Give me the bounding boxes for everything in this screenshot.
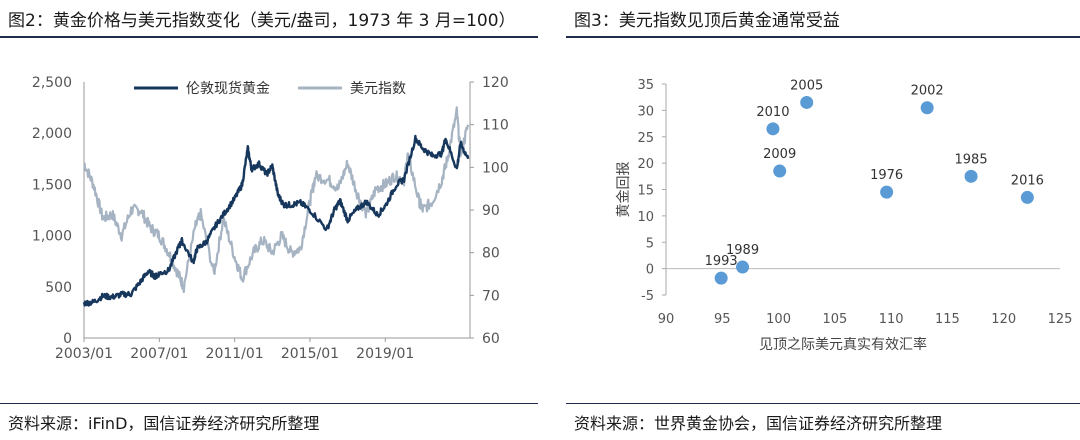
y-tick-label: 0 — [646, 263, 654, 278]
x-tick-label: 90 — [658, 312, 675, 327]
right-y-tick-label: 70 — [482, 288, 500, 304]
y-axis-title: 黄金回报 — [615, 162, 632, 218]
right-y-tick-label: 80 — [482, 246, 500, 262]
legend-label-usd: 美元指数 — [350, 81, 406, 97]
scatter-point — [920, 101, 934, 115]
x-tick-label: 120 — [991, 312, 1016, 327]
scatter-point — [800, 95, 814, 109]
x-tick-label: 2011/01 — [206, 346, 264, 362]
left-y-tick-label: 0 — [63, 331, 72, 347]
point-label: 1989 — [726, 243, 759, 258]
x-tick-label: 125 — [1048, 312, 1073, 327]
right-y-tick-label: 100 — [482, 160, 509, 176]
series-line-gold — [82, 134, 470, 307]
left-y-tick-label: 2,000 — [32, 126, 72, 142]
x-tick-label: 2007/01 — [130, 346, 188, 362]
right-y-tick-label: 90 — [482, 203, 500, 219]
y-tick-label: 5 — [646, 236, 654, 251]
scatter-point — [1020, 190, 1034, 204]
figure-source: 资料来源：iFinD，国信证券经济研究所整理 — [8, 414, 320, 433]
point-label: 1976 — [870, 168, 903, 183]
left-y-tick-label: 1,000 — [32, 229, 72, 245]
y-tick-label: 25 — [637, 131, 654, 146]
usd-peak-panel: 图3：美元指数见顶后黄金通常受益 -5 0 5 10 15 20 25 30 35 90 95 100… — [566, 0, 1080, 440]
y-tick-label: 20 — [637, 157, 654, 172]
y-tick-label: 35 — [637, 78, 654, 93]
source-rule — [566, 403, 1080, 404]
right-y-tick-label: 120 — [482, 75, 509, 91]
point-label: 2009 — [763, 147, 796, 162]
figure-source: 资料来源：世界黄金协会，国信证券经济研究所整理 — [574, 414, 943, 433]
scatter-point — [714, 271, 728, 285]
x-tick-label: 110 — [879, 312, 904, 327]
right-y-tick-label: 110 — [482, 118, 509, 134]
point-label: 2002 — [911, 84, 944, 99]
figure-title: 图3：美元指数见顶后黄金通常受益 — [574, 11, 840, 31]
x-tick-label: 115 — [935, 312, 960, 327]
usd-peak-scatter-chart: -5 0 5 10 15 20 25 30 35 90 95 100 105 110 115 120 125 见顶… — [615, 78, 1073, 353]
point-label: 1985 — [955, 152, 988, 167]
scatter-point — [880, 185, 894, 199]
y-tick-label: 30 — [637, 104, 654, 119]
y-tick-label: 10 — [637, 210, 654, 225]
left-y-tick-label: 1,500 — [32, 177, 72, 193]
point-label: 1993 — [705, 254, 738, 269]
right-y-tick-label: 60 — [482, 331, 500, 347]
x-tick-label: 105 — [822, 312, 847, 327]
gold-usd-panel: 图2：黄金价格与美元指数变化（美元/盎司，1973 年 3 月=100） 0 50… — [0, 0, 538, 440]
point-label: 2016 — [1011, 173, 1044, 188]
series-line-usd-index — [83, 106, 470, 294]
figure-title: 图2：黄金价格与美元指数变化（美元/盎司，1973 年 3 月=100） — [8, 11, 516, 31]
scatter-point — [736, 260, 750, 274]
scatter-point — [766, 122, 780, 136]
point-label: 2010 — [756, 105, 789, 120]
x-tick-label: 100 — [766, 312, 791, 327]
y-tick-label: -5 — [641, 289, 654, 304]
scatter-point — [964, 169, 978, 183]
y-tick-label: 15 — [637, 184, 654, 199]
source-rule — [0, 403, 538, 404]
title-rule — [566, 36, 1080, 38]
x-tick-label: 2015/01 — [281, 346, 339, 362]
point-label: 2005 — [790, 78, 823, 93]
x-axis-title: 见顶之际美元真实有效汇率 — [759, 336, 927, 353]
legend-label-gold: 伦敦现货黄金 — [186, 80, 270, 97]
x-tick-label: 95 — [714, 312, 731, 327]
gold-usd-line-chart: 0 500 1,000 1,500 2,000 2,500 60 70 80 90 100 110 12… — [32, 75, 509, 362]
scatter-point — [773, 164, 787, 178]
title-rule — [0, 36, 538, 38]
left-y-tick-label: 2,500 — [32, 75, 72, 91]
x-tick-label: 2019/01 — [356, 346, 414, 362]
left-y-tick-label: 500 — [45, 280, 72, 296]
x-tick-label: 2003/01 — [55, 346, 113, 362]
